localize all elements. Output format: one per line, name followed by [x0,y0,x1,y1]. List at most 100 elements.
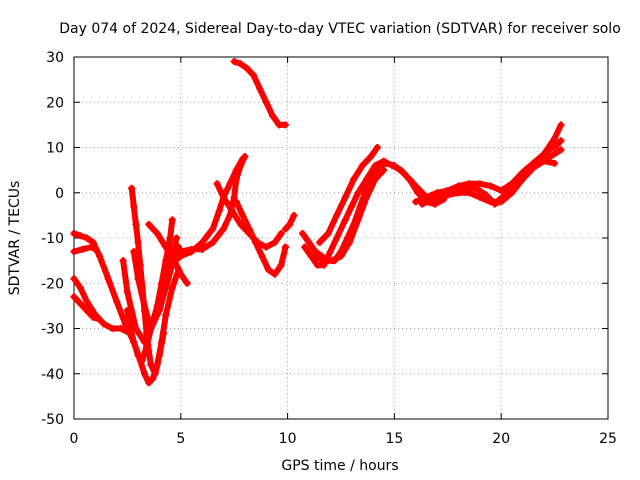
data-point-plus [333,211,341,219]
y-tick-label: 10 [46,141,64,157]
data-point-plus [155,306,163,314]
data-point-plus [311,252,319,260]
data-point-plus [230,58,238,66]
data-point-plus [187,248,195,256]
data-point-plus [277,261,285,269]
data-point-plus [371,175,379,183]
series-arc-14 [230,58,289,129]
data-point-plus [388,162,396,170]
data-point-plus [177,252,185,260]
data-point-plus [147,325,155,332]
data-point-plus [348,202,356,210]
data-point-plus [262,98,270,106]
y-tick-label: 30 [46,50,64,66]
data-point-plus [328,257,336,265]
data-point-plus [551,159,559,167]
data-point-plus [104,275,112,283]
data-point-plus [160,329,168,337]
data-point-plus [363,175,371,183]
data-point-plus [433,193,441,201]
x-tick-label: 15 [385,431,403,447]
data-point-plus [162,284,170,292]
x-tick-label: 20 [492,431,510,447]
data-point-plus [245,225,253,233]
data-point-plus [162,311,170,319]
data-point-plus [354,216,362,224]
data-point-plus [70,293,78,301]
data-point-plus [333,234,341,242]
y-tick-label: 0 [55,186,64,202]
data-point-plus [358,162,366,170]
data-point-plus [320,257,328,265]
data-point-plus [76,232,84,240]
data-point-plus [130,248,138,256]
data-point-plus [70,248,78,256]
series-arc-15 [281,211,298,233]
series-arc-13 [232,198,289,278]
series-arc-4 [70,293,104,323]
data-point-plus [557,146,565,154]
data-point-plus [140,338,148,346]
data-point-plus [79,245,87,253]
data-point-plus [557,121,565,129]
data-point-plus [76,284,84,292]
data-point-plus [153,229,161,237]
data-point-plus [209,225,217,233]
y-tick-label: -40 [41,367,64,383]
data-point-plus [113,297,121,305]
data-point-plus [83,306,91,314]
data-point-plus [363,193,371,201]
data-point-plus [91,245,99,253]
data-point-plus [89,313,97,321]
data-point-plus [130,338,138,346]
data-point-plus [249,71,257,79]
data-point-plus [155,352,163,360]
data-point-plus [324,229,332,237]
series-arc-9 [130,243,183,332]
data-point-plus [371,162,379,170]
data-point-plus [258,252,266,260]
data-point-plus [140,370,148,378]
x-tick-label: 5 [176,431,185,447]
data-point-plus [119,257,127,265]
data-point-plus [476,193,484,201]
data-point-plus [173,234,181,242]
data-point-plus [444,191,452,199]
data-point-plus [301,243,309,251]
data-point-plus [256,85,264,93]
x-tick-label: 25 [599,431,617,447]
data-point-plus [529,164,537,172]
data-point-plus [557,137,565,145]
data-point-plus [487,182,495,190]
data-point-plus [237,220,245,228]
data-point-plus [271,239,279,247]
data-point-plus [314,261,322,269]
data-point-plus [252,239,260,247]
y-tick-label: 20 [46,95,64,111]
data-point-plus [277,229,285,237]
data-point-plus [497,198,505,206]
data-point-plus [508,189,516,197]
data-point-plus [151,370,159,378]
data-point-plus [281,243,289,251]
data-point-plus [540,157,548,165]
y-tick-label: -10 [41,231,64,247]
data-point-plus [138,356,146,364]
x-tick-label: 0 [70,431,79,447]
data-point-plus [145,379,153,387]
y-tick-labels: -50 -40 -30 -20 -10 0 10 20 30 [41,50,64,428]
data-point-plus [487,198,495,206]
data-point-plus [220,225,228,233]
data-point-plus [454,189,462,197]
data-point-plus [281,121,289,129]
data-point-plus [230,193,238,201]
data-point-plus [166,261,174,269]
x-axis-label: GPS time / hours [281,458,398,474]
data-point-plus [269,112,277,120]
data-point-plus [346,239,354,247]
data-point-plus [132,325,140,332]
data-point-plus [149,374,157,382]
data-point-plus [476,180,484,188]
series-arc-19 [311,166,388,265]
data-point-plus [123,288,131,296]
